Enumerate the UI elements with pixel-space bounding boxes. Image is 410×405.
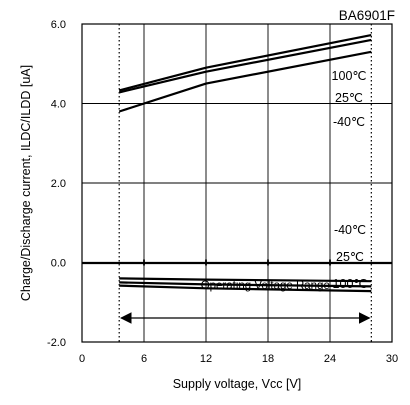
charge-temp-label: 25℃ (335, 91, 363, 105)
axis-ticks: 0 6 12 18 24 30 -2.0 0.0 2.0 4.0 6.0 (47, 19, 398, 365)
discharge-temp-label: 25℃ (336, 250, 364, 264)
series-labels: 100℃ 25℃ -40℃ -40℃ 25℃ 100℃ (332, 69, 368, 291)
operating-range-boundaries (118, 24, 372, 342)
x-tick-label: 0 (79, 353, 85, 365)
charge-temp-label: -40℃ (333, 115, 365, 129)
plot-frame (81, 23, 393, 343)
series-lines (118, 34, 372, 293)
series-line (119, 281, 372, 288)
y-tick-label: 6.0 (51, 19, 66, 31)
series-line (118, 38, 372, 94)
y-tick-label: -2.0 (47, 337, 66, 349)
x-axis-title: Supply voltage, Vcc [V] (173, 377, 302, 391)
y-tick-label: 4.0 (51, 99, 66, 111)
series-line (118, 50, 372, 113)
y-tick-label: 2.0 (51, 178, 66, 190)
grid-lines (82, 24, 392, 342)
x-tick-label: 24 (324, 353, 336, 365)
discharge-temp-label: -40℃ (334, 223, 366, 237)
operating-range-label: Operating Voltage Range (201, 280, 330, 292)
x-tick-label: 12 (200, 353, 212, 365)
charge-temp-label: 100℃ (332, 69, 367, 83)
y-axis-title: Charge/Discharge current, ILDC/ILDD [uA] (19, 65, 33, 301)
series-line (119, 284, 372, 293)
discharge-temp-label: 100℃ (333, 277, 368, 291)
series-line (118, 34, 372, 92)
chart-corner-label: BA6901F (339, 8, 395, 23)
y-tick-label: 0.0 (51, 258, 66, 270)
x-tick-label: 6 (141, 353, 147, 365)
series-line (119, 277, 372, 283)
x-tick-label: 18 (262, 353, 274, 365)
x-tick-label: 30 (386, 353, 398, 365)
